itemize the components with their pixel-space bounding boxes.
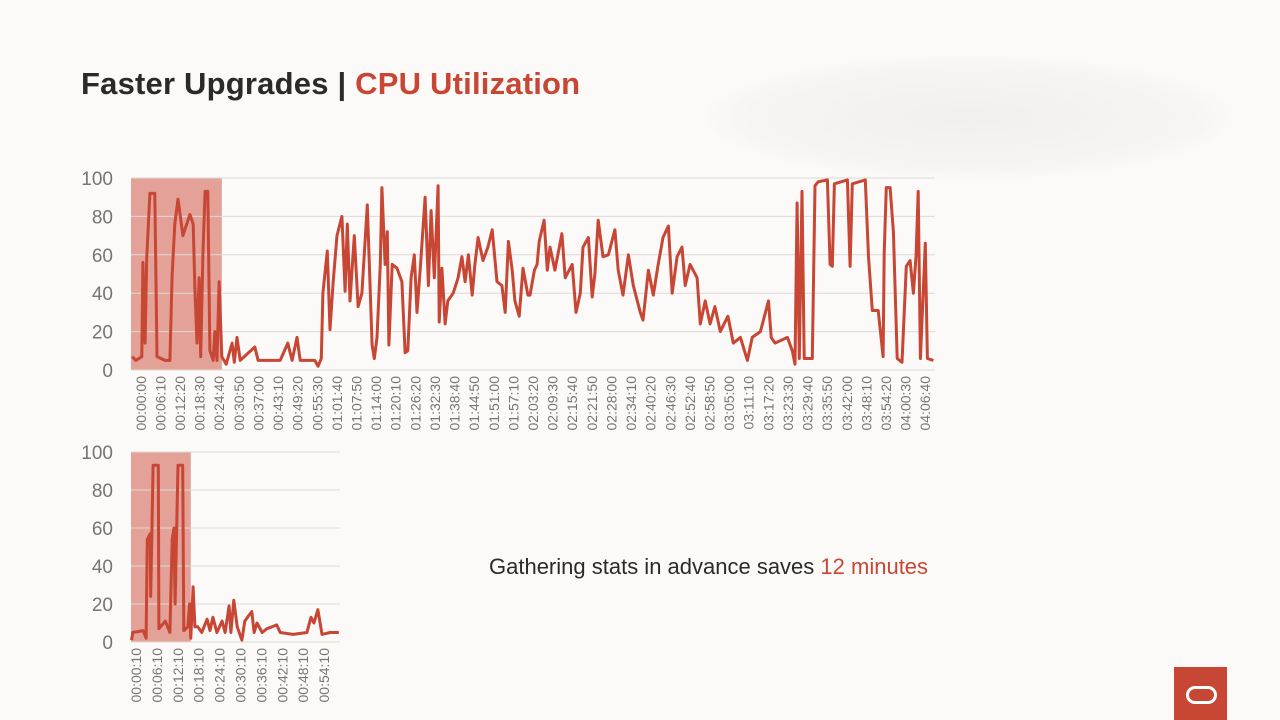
x-tick-label: 00:18:30 bbox=[192, 376, 208, 431]
x-tick-label: 02:28:00 bbox=[603, 376, 619, 431]
x-tick-label: 01:44:50 bbox=[466, 376, 482, 431]
x-tick-label: 00:12:20 bbox=[172, 376, 188, 431]
caption-accent: 12 minutes bbox=[820, 554, 929, 579]
x-tick-label: 00:00:10 bbox=[128, 648, 144, 703]
cpu-utilization-line bbox=[131, 178, 934, 368]
decorative-background-pattern bbox=[705, 55, 1235, 180]
x-tick-label: 00:42:10 bbox=[274, 648, 290, 703]
x-tick-label: 00:06:10 bbox=[149, 648, 165, 703]
x-tick-label: 00:30:50 bbox=[231, 376, 247, 431]
cpu-utilization-line bbox=[130, 463, 339, 642]
cpu-chart-after: 0 20 40 60 80 100 00:00:10 00:06:10 00:12:10 00:1… bbox=[81, 443, 340, 703]
x-tick-label: 00:55:30 bbox=[309, 376, 325, 431]
y-tick-label: 40 bbox=[92, 284, 113, 305]
x-tick-label: 03:11:10 bbox=[741, 376, 757, 430]
x-tick-label: 03:42:00 bbox=[839, 376, 855, 431]
x-tick-label: 01:26:20 bbox=[407, 376, 423, 431]
y-tick-label: 80 bbox=[92, 481, 113, 502]
highlight-region bbox=[131, 452, 191, 642]
x-tick-label: 00:48:10 bbox=[295, 648, 311, 703]
x-tick-label: 02:46:30 bbox=[662, 376, 678, 431]
x-tick-label: 01:57:10 bbox=[505, 376, 521, 431]
caption-text: Gathering stats in advance saves bbox=[489, 554, 815, 579]
x-tick-label: 00:12:10 bbox=[170, 648, 186, 703]
y-tick-label: 0 bbox=[102, 361, 113, 382]
x-tick-label: 02:40:20 bbox=[643, 376, 659, 431]
y-tick-label: 100 bbox=[81, 443, 113, 464]
x-tick-label: 01:20:10 bbox=[388, 376, 404, 431]
x-tick-label: 03:54:20 bbox=[878, 376, 894, 431]
x-tick-label: 00:54:10 bbox=[316, 648, 332, 703]
x-tick-label: 02:52:40 bbox=[682, 376, 698, 431]
cpu-chart-before: 0 20 40 60 80 100 00:00:00 00:06:10 00:12:20 00:1… bbox=[81, 169, 935, 431]
x-tick-label: 00:36:10 bbox=[253, 648, 269, 703]
x-tick-label: 01:38:40 bbox=[447, 376, 463, 431]
oracle-ring-icon bbox=[1186, 686, 1217, 704]
x-tick-label: 02:21:50 bbox=[584, 376, 600, 431]
title-accent: CPU Utilization bbox=[355, 66, 581, 101]
x-tick-label: 00:37:00 bbox=[250, 376, 266, 431]
x-tick-label: 00:06:10 bbox=[152, 376, 168, 431]
x-tick-label: 02:58:50 bbox=[701, 376, 717, 431]
y-tick-label: 80 bbox=[92, 207, 113, 228]
x-tick-label: 03:48:10 bbox=[858, 376, 874, 431]
x-tick-label: 00:43:10 bbox=[270, 376, 286, 431]
x-tick-label: 01:01:40 bbox=[329, 376, 345, 431]
x-tick-label: 03:17:20 bbox=[760, 376, 776, 431]
x-tick-label: 02:03:20 bbox=[525, 376, 541, 431]
y-tick-label: 20 bbox=[92, 595, 113, 616]
x-tick-label: 01:51:00 bbox=[486, 376, 502, 431]
title-main: Faster Upgrades | bbox=[81, 66, 347, 101]
page-title: Faster Upgrades | CPU Utilization bbox=[81, 66, 580, 102]
x-tick-label: 00:18:10 bbox=[191, 648, 207, 703]
y-tick-label: 40 bbox=[92, 557, 113, 578]
caption: Gathering stats in advance saves 12 minu… bbox=[489, 554, 928, 580]
x-tick-label: 01:07:50 bbox=[349, 376, 365, 431]
x-tick-label: 00:30:10 bbox=[233, 648, 249, 703]
x-tick-label: 00:24:10 bbox=[212, 648, 228, 703]
x-tick-label: 03:23:30 bbox=[780, 376, 796, 431]
y-tick-label: 60 bbox=[92, 519, 113, 540]
x-tick-label: 03:05:00 bbox=[721, 376, 737, 431]
x-tick-label: 01:32:30 bbox=[427, 376, 443, 431]
x-tick-label: 00:49:20 bbox=[290, 376, 306, 431]
oracle-logo-icon bbox=[1174, 667, 1227, 720]
y-tick-label: 100 bbox=[81, 169, 113, 190]
x-tick-label: 03:35:50 bbox=[819, 376, 835, 431]
x-tick-label: 04:06:40 bbox=[917, 376, 933, 431]
y-tick-label: 0 bbox=[102, 633, 113, 654]
x-tick-label: 03:29:40 bbox=[800, 376, 816, 431]
x-tick-label: 02:09:30 bbox=[545, 376, 561, 431]
x-tick-label: 01:14:00 bbox=[368, 376, 384, 431]
x-tick-label: 00:24:40 bbox=[211, 376, 227, 431]
x-tick-label: 02:34:10 bbox=[623, 376, 639, 431]
x-tick-label: 00:00:00 bbox=[133, 376, 149, 431]
x-tick-label: 02:15:40 bbox=[564, 376, 580, 431]
y-tick-label: 60 bbox=[92, 246, 113, 267]
x-tick-label: 04:00:30 bbox=[898, 376, 914, 431]
y-tick-label: 20 bbox=[92, 323, 113, 344]
